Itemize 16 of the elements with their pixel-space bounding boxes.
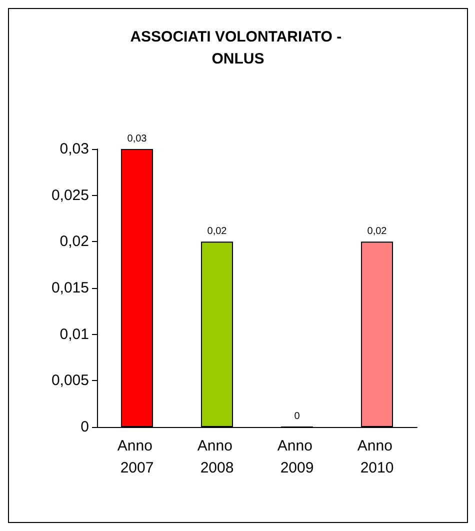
data-label: 0,02	[207, 226, 228, 238]
y-tick-label: 0,025	[51, 186, 89, 204]
x-tick-label: Anno 2010	[357, 438, 397, 476]
x-tick-label: Anno 2008	[197, 438, 237, 476]
y-tick-label: 0,03	[60, 140, 89, 158]
data-label: 0,02	[367, 226, 388, 238]
y-tick-label: 0,02	[60, 233, 89, 250]
x-tick-label: Anno 2009	[277, 438, 317, 476]
data-label: 0	[294, 411, 300, 422]
y-tick-label: 0,01	[60, 326, 89, 343]
x-tick-label: Anno 2007	[117, 438, 157, 476]
data-label: 0,03	[127, 134, 148, 144]
y-tick-label: 0	[80, 418, 89, 436]
chart-title: ASSOCIATI VOLONTARIATO - ONLUS	[130, 28, 346, 68]
y-tick-label: 0,005	[51, 372, 89, 390]
y-tick-label: 0,015	[51, 280, 89, 296]
